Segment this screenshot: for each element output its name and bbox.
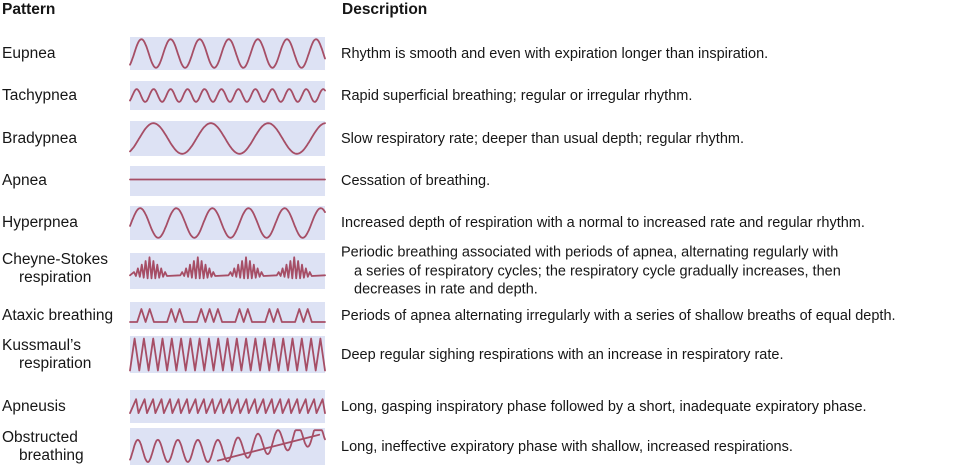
row-cheyne-stokes: Cheyne-Stokes respiration Periodic breat…	[0, 244, 976, 297]
kussmauls-waveform-svg	[129, 337, 326, 372]
pattern-label-line: respiration	[19, 268, 92, 286]
pattern-label-line: Eupnea	[2, 44, 56, 62]
row-kussmauls-respiration: Kussmaul’s respiration Deep regular sigh…	[0, 336, 976, 373]
pattern-description: Periods of apnea alternating irregularly…	[341, 307, 896, 324]
pattern-description: Periodic breathing associated with perio…	[341, 243, 975, 299]
row-apnea: Apnea Cessation of breathing.	[0, 166, 976, 196]
column-header-description: Description	[342, 1, 428, 18]
pattern-label-line: Cheyne-Stokes	[2, 250, 108, 268]
bradypnea-waveform	[129, 121, 326, 156]
pattern-label-line: Apnea	[2, 172, 47, 189]
pattern-label-line: Apneusis	[2, 397, 66, 415]
pattern-label: Obstructed breathing	[2, 429, 128, 465]
pattern-label: Cheyne-Stokes respiration	[2, 251, 128, 287]
row-bradypnea: Bradypnea Slow respiratory rate; deeper …	[0, 121, 976, 156]
pattern-label: Tachypnea	[2, 87, 128, 105]
obstructed-breathing-waveform	[129, 428, 326, 465]
row-eupnea: Eupnea Rhythm is smooth and even with ex…	[0, 37, 976, 70]
hyperpnea-waveform	[129, 206, 326, 240]
cheyne-stokes-waveform-svg	[129, 256, 326, 280]
tachypnea-waveform-svg	[129, 88, 326, 103]
pattern-description: Deep regular sighing respirations with a…	[341, 346, 784, 363]
pattern-description: Rhythm is smooth and even with expiratio…	[341, 45, 769, 62]
pattern-label-line: Tachypnea	[2, 86, 77, 104]
row-ataxic-breathing: Ataxic breathing Periods of apnea altern…	[0, 302, 976, 329]
pattern-description: Increased depth of respiration with a no…	[341, 214, 865, 231]
ataxic-breathing-waveform	[129, 302, 326, 329]
pattern-label: Apneusis	[2, 398, 128, 416]
kussmauls-waveform	[129, 336, 326, 373]
pattern-label: Bradypnea	[2, 130, 128, 148]
pattern-description: Long, ineffective expiratory phase with …	[341, 438, 793, 455]
apneusis-waveform-svg	[129, 398, 326, 414]
eupnea-waveform	[129, 37, 326, 70]
description-line: a series of respiratory cycles; the resp…	[354, 262, 841, 279]
pattern-label: Ataxic breathing	[2, 307, 128, 325]
pattern-label-line: Hyperpnea	[2, 214, 78, 231]
obstructed-breathing-waveform-svg	[129, 429, 326, 463]
apnea-waveform	[129, 166, 326, 196]
apnea-waveform-svg	[129, 178, 326, 181]
pattern-description: Rapid superficial breathing; regular or …	[341, 87, 693, 104]
pattern-label: Apnea	[2, 172, 128, 190]
pattern-label-line: Obstructed	[2, 428, 78, 446]
pattern-description: Cessation of breathing.	[341, 172, 491, 189]
pattern-label-line: Bradypnea	[2, 129, 77, 147]
description-line: Periodic breathing associated with perio…	[341, 244, 839, 261]
row-tachypnea: Tachypnea Rapid superficial breathing; r…	[0, 81, 976, 110]
row-hyperpnea: Hyperpnea Increased depth of respiration…	[0, 206, 976, 240]
column-header-pattern: Pattern	[2, 1, 56, 18]
hyperpnea-waveform-svg	[129, 207, 326, 239]
description-line: decreases in rate and depth.	[354, 281, 538, 298]
row-apneusis: Apneusis Long, gasping inspiratory phase…	[0, 390, 976, 423]
pattern-label-line: breathing	[19, 446, 84, 464]
pattern-label-line: Kussmaul’s	[2, 336, 81, 354]
apneusis-waveform	[129, 390, 326, 423]
ataxic-breathing-waveform-svg	[129, 308, 326, 323]
pattern-label: Eupnea	[2, 45, 128, 63]
bradypnea-waveform-svg	[129, 122, 326, 155]
eupnea-waveform-svg	[129, 38, 326, 69]
tachypnea-waveform	[129, 81, 326, 110]
pattern-label-line: Ataxic breathing	[2, 306, 114, 324]
row-obstructed-breathing: Obstructed breathing Long, ineffective e…	[0, 428, 976, 465]
pattern-label: Hyperpnea	[2, 214, 128, 232]
pattern-description: Long, gasping inspiratory phase followed…	[341, 398, 867, 415]
cheyne-stokes-waveform	[129, 253, 326, 289]
pattern-label-line: respiration	[19, 354, 92, 372]
pattern-label: Kussmaul’s respiration	[2, 337, 128, 373]
pattern-description: Slow respiratory rate; deeper than usual…	[341, 130, 744, 147]
